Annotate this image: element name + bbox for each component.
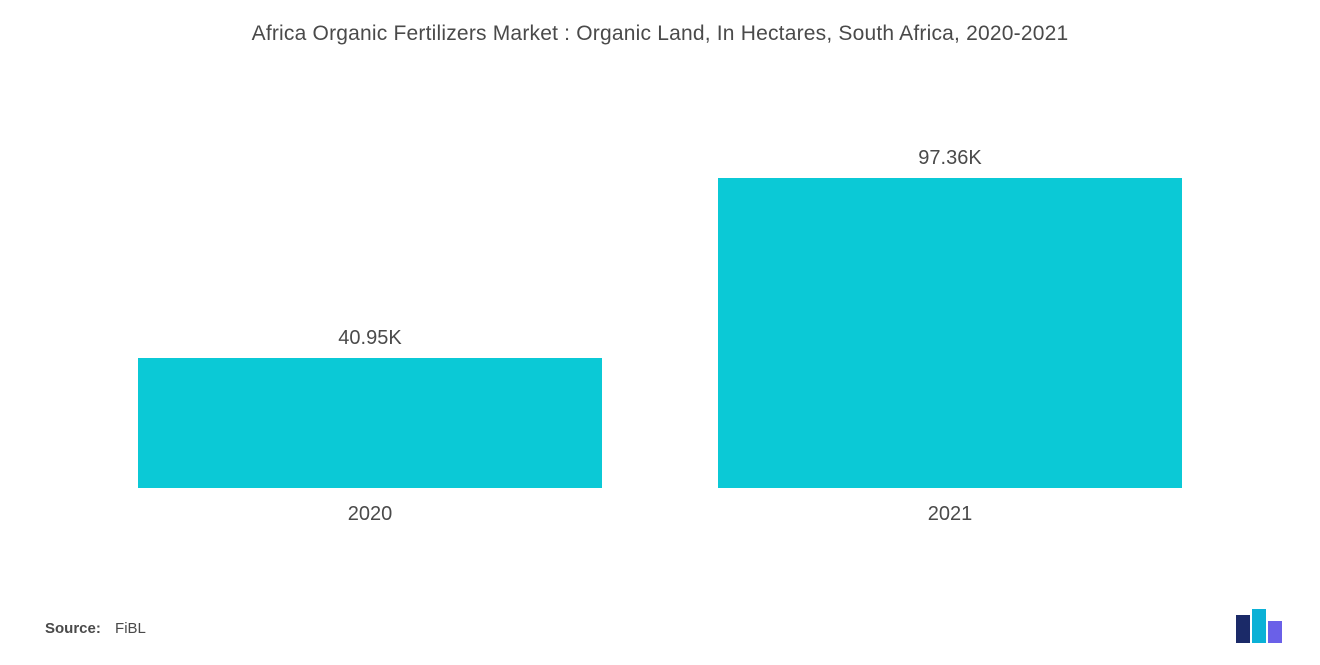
chart-title: Africa Organic Fertilizers Market : Orga… [45, 22, 1275, 46]
bar-group-1: 97.36K [660, 147, 1240, 488]
brand-logo-icon [1236, 609, 1282, 643]
category-label-0: 2020 [80, 503, 660, 526]
bars-row: 40.95K 97.36K [45, 147, 1275, 488]
bar-value-label-0: 40.95K [338, 327, 401, 350]
bar-1 [718, 178, 1182, 488]
source-label: Source: [45, 620, 101, 637]
category-row: 2020 2021 [45, 503, 1275, 526]
chart-container: Africa Organic Fertilizers Market : Orga… [0, 0, 1320, 665]
bar-0 [138, 358, 602, 488]
source-value: FiBL [115, 620, 146, 637]
bar-group-0: 40.95K [80, 327, 660, 488]
chart-plot-area: 40.95K 97.36K 2020 2021 [45, 66, 1275, 546]
bar-value-label-1: 97.36K [918, 147, 981, 170]
source-line: Source: FiBL [45, 620, 146, 637]
category-label-1: 2021 [660, 503, 1240, 526]
